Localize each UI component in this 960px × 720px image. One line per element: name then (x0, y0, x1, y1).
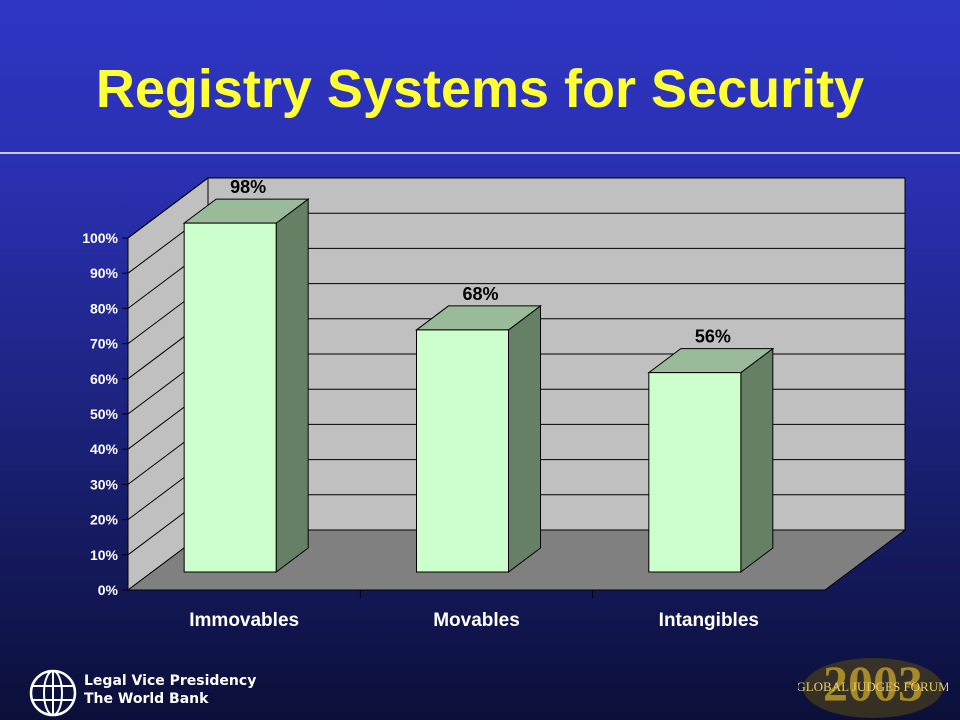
x-category-label: Movables (433, 610, 520, 631)
y-tick-label: 60% (90, 371, 119, 387)
data-label: 56% (695, 327, 731, 347)
bar-chart: 0% 10% 20% 30% 40% 50% 60% 70% 80% 90% 100% 98% Immo… (82, 177, 907, 631)
y-tick-label: 90% (90, 265, 119, 281)
bar-intangibles (648, 372, 742, 573)
bar-side (508, 304, 541, 573)
organization-name: Legal Vice Presidency The World Bank (84, 672, 256, 708)
forum-name: GLOBAL JUDGES FORUM (798, 679, 948, 694)
y-tick-label: 20% (90, 512, 119, 528)
data-label: 98% (230, 177, 266, 197)
x-category-label: Intangibles (659, 610, 759, 631)
org-line-1: Legal Vice Presidency (84, 673, 257, 689)
y-tick-label: 0% (98, 582, 119, 598)
global-judges-forum-logo: 2003 GLOBAL JUDGES FORUM (798, 655, 948, 718)
bar-side (740, 347, 774, 573)
forum-year: 2003 (823, 655, 923, 711)
y-tick-label: 40% (90, 441, 119, 457)
world-bank-globe-icon (29, 669, 77, 717)
y-gridline (127, 177, 905, 239)
y-tick-label: 80% (90, 300, 119, 316)
y-tick-label: 70% (90, 336, 119, 352)
bar-immovables (183, 222, 277, 573)
title-divider (0, 152, 960, 154)
x-category-label: Immovables (189, 610, 299, 631)
data-label: 68% (462, 284, 498, 304)
y-tick-label: 30% (90, 476, 119, 492)
slide-title: Registry Systems for Security (95, 59, 865, 119)
bar-movables (416, 329, 509, 573)
org-line-2: The World Bank (84, 691, 209, 707)
footer: Legal Vice Presidency The World Bank 200… (0, 655, 960, 720)
y-tick-label: 100% (82, 230, 118, 246)
y-tick-label: 10% (90, 547, 119, 563)
y-tick-label: 50% (90, 406, 119, 422)
bar-side (275, 198, 309, 573)
